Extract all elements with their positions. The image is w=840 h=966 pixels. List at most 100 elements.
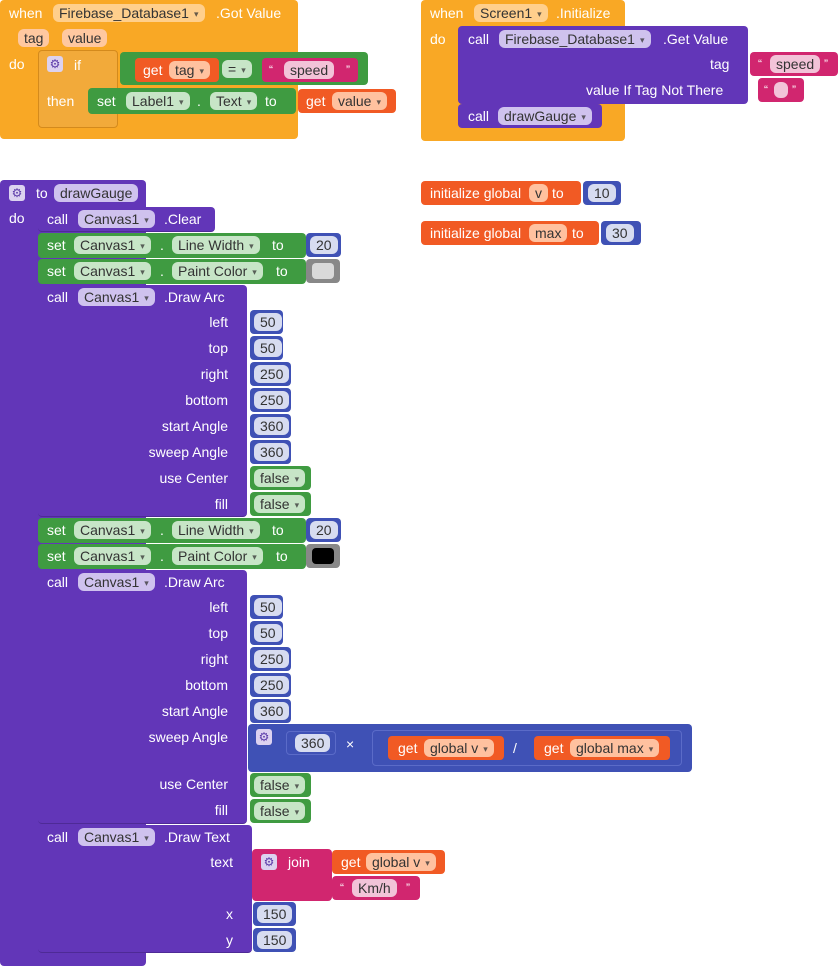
procedure-name-field[interactable]: drawGauge <box>54 184 139 202</box>
number-field[interactable]: 250 <box>254 676 290 694</box>
number-field[interactable]: 50 <box>254 598 282 616</box>
string-value[interactable] <box>774 82 788 98</box>
number-block[interactable]: 150 <box>253 902 296 926</box>
number-field[interactable]: 360 <box>254 417 290 435</box>
string-value[interactable]: speed <box>284 61 335 79</box>
text-kmh-block[interactable]: “ Km/h ” <box>332 876 420 900</box>
text-speed-block[interactable]: “ speed ” <box>262 58 358 82</box>
color-swatch[interactable] <box>312 263 334 279</box>
join-block[interactable]: ⚙ join <box>252 849 332 901</box>
component-dropdown[interactable]: Screen1 <box>474 4 548 22</box>
number-block[interactable]: 360 <box>250 699 291 723</box>
number-field[interactable]: 10 <box>588 184 616 202</box>
boolean-dropdown[interactable]: false <box>254 776 306 794</box>
global-max-block[interactable]: initialize global max to <box>421 221 599 245</box>
set-paint-color-block[interactable]: set Canvas1 . Paint Color to <box>38 259 306 284</box>
number-field[interactable]: 250 <box>254 650 290 668</box>
call-drawgauge-block[interactable]: call drawGauge <box>458 104 602 128</box>
variable-name-field[interactable]: v <box>529 184 548 202</box>
string-value[interactable]: Km/h <box>352 879 397 897</box>
number-block[interactable]: 20 <box>306 518 341 542</box>
mutator-gear-icon[interactable]: ⚙ <box>47 56 63 72</box>
procedure-dropdown[interactable]: drawGauge <box>498 107 592 125</box>
get-global-max-block[interactable]: get global max <box>534 736 670 760</box>
component-dropdown[interactable]: Canvas1 <box>78 573 155 591</box>
number-block[interactable]: 250 <box>250 647 291 671</box>
number-field[interactable]: 50 <box>254 624 282 642</box>
number-field[interactable]: 360 <box>295 734 331 752</box>
number-block[interactable]: 50 <box>250 621 283 645</box>
property-dropdown[interactable]: Line Width <box>172 521 260 539</box>
number-field[interactable]: 150 <box>257 905 293 923</box>
color-block[interactable] <box>306 544 340 568</box>
number-block[interactable]: 50 <box>250 310 283 334</box>
variable-dropdown[interactable]: value <box>332 92 387 110</box>
component-dropdown[interactable]: Canvas1 <box>78 288 155 306</box>
param-value[interactable]: value <box>62 29 108 47</box>
variable-dropdown[interactable]: global v <box>366 853 436 871</box>
component-dropdown[interactable]: Canvas1 <box>78 210 155 228</box>
global-v-block[interactable]: initialize global v to <box>421 181 581 205</box>
number-block[interactable]: 30 <box>601 221 641 245</box>
get-tag-block[interactable]: get tag <box>135 58 219 82</box>
number-block[interactable]: 150 <box>253 928 296 952</box>
number-field[interactable]: 360 <box>254 702 290 720</box>
set-line-width-block[interactable]: set Canvas1 . Line Width to <box>38 518 306 543</box>
mutator-gear-icon[interactable]: ⚙ <box>9 185 25 201</box>
set-label-text-block[interactable]: set Label1 . Text to <box>88 88 296 114</box>
variable-name-field[interactable]: max <box>529 224 568 242</box>
call-draw-arc-block[interactable]: call Canvas1 .Draw Arc left top right bo… <box>38 570 247 824</box>
component-dropdown[interactable]: Canvas1 <box>74 547 151 565</box>
variable-dropdown[interactable]: tag <box>169 61 210 79</box>
number-block[interactable]: 360 <box>286 731 336 755</box>
text-empty-block[interactable]: “ ” <box>758 78 804 102</box>
boolean-block[interactable]: false <box>250 773 311 797</box>
call-clear-block[interactable]: call Canvas1 .Clear <box>38 207 215 232</box>
number-block[interactable]: 50 <box>250 595 283 619</box>
number-block[interactable]: 360 <box>250 414 291 438</box>
component-dropdown[interactable]: Firebase_Database1 <box>499 30 651 48</box>
call-get-value-block[interactable]: call Firebase_Database1 .Get Value tag v… <box>458 26 748 104</box>
number-field[interactable]: 50 <box>254 339 282 357</box>
get-value-block[interactable]: get value <box>298 89 396 113</box>
get-global-v-block[interactable]: get global v <box>388 736 504 760</box>
number-field[interactable]: 30 <box>606 224 634 242</box>
variable-dropdown[interactable]: global max <box>570 739 660 757</box>
boolean-block[interactable]: false <box>250 799 311 823</box>
number-block[interactable]: 250 <box>250 362 291 386</box>
set-paint-color-block[interactable]: set Canvas1 . Paint Color to <box>38 544 306 569</box>
number-field[interactable]: 20 <box>310 236 338 254</box>
component-dropdown[interactable]: Canvas1 <box>74 521 151 539</box>
number-field[interactable]: 250 <box>254 365 290 383</box>
number-field[interactable]: 50 <box>254 313 282 331</box>
boolean-dropdown[interactable]: false <box>254 469 306 487</box>
component-dropdown[interactable]: Canvas1 <box>74 236 151 254</box>
mutator-gear-icon[interactable]: ⚙ <box>261 854 277 870</box>
boolean-block[interactable]: false <box>250 492 311 516</box>
number-field[interactable]: 250 <box>254 391 290 409</box>
number-field[interactable]: 20 <box>310 521 338 539</box>
boolean-dropdown[interactable]: false <box>254 495 306 513</box>
number-block[interactable]: 50 <box>250 336 283 360</box>
mutator-gear-icon[interactable]: ⚙ <box>256 729 272 745</box>
call-draw-arc-block[interactable]: call Canvas1 .Draw Arc left top right bo… <box>38 285 247 517</box>
call-draw-text-block[interactable]: call Canvas1 .Draw Text text x y <box>38 825 252 953</box>
number-field[interactable]: 150 <box>257 931 293 949</box>
number-field[interactable]: 360 <box>254 443 290 461</box>
operator-dropdown[interactable]: = <box>222 60 252 78</box>
text-speed-block[interactable]: “ speed ” <box>750 52 838 76</box>
color-block[interactable] <box>306 259 340 283</box>
component-dropdown[interactable]: Canvas1 <box>78 828 155 846</box>
number-block[interactable]: 250 <box>250 673 291 697</box>
property-dropdown[interactable]: Text <box>210 92 258 110</box>
param-tag[interactable]: tag <box>18 29 50 47</box>
boolean-dropdown[interactable]: false <box>254 802 306 820</box>
get-global-v-block[interactable]: get global v <box>332 850 445 874</box>
variable-dropdown[interactable]: global v <box>424 739 494 757</box>
set-line-width-block[interactable]: set Canvas1 . Line Width to <box>38 233 306 258</box>
number-block[interactable]: 10 <box>583 181 621 205</box>
component-dropdown[interactable]: Canvas1 <box>74 262 151 280</box>
property-dropdown[interactable]: Paint Color <box>172 547 263 565</box>
component-dropdown[interactable]: Firebase_Database1 <box>53 4 205 22</box>
number-block[interactable]: 250 <box>250 388 291 412</box>
